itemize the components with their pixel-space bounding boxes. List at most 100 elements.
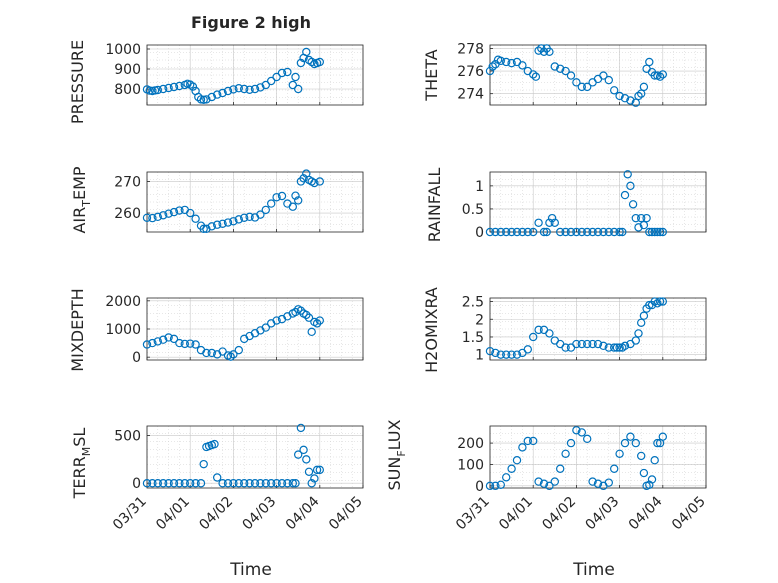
data-point bbox=[234, 215, 243, 224]
y-axis-label-rainfall: RAINFALL bbox=[425, 168, 444, 243]
data-point bbox=[583, 339, 592, 349]
data-point bbox=[507, 58, 516, 68]
data-point bbox=[653, 227, 662, 237]
data-point bbox=[599, 71, 608, 80]
data-point bbox=[653, 438, 662, 448]
data-point bbox=[142, 479, 152, 488]
data-point bbox=[272, 193, 281, 202]
data-point bbox=[302, 310, 311, 320]
x-axis-label-left: Time bbox=[229, 560, 272, 580]
axes-box bbox=[489, 171, 707, 233]
data-point bbox=[650, 71, 659, 80]
data-point bbox=[288, 80, 297, 90]
data-point bbox=[637, 451, 646, 461]
data-point bbox=[556, 64, 565, 73]
data-point bbox=[634, 91, 643, 101]
data-point bbox=[142, 213, 152, 222]
data-point bbox=[272, 316, 281, 325]
data-point bbox=[631, 336, 641, 345]
data-point bbox=[185, 339, 195, 348]
data-point bbox=[485, 227, 495, 237]
data-point bbox=[148, 338, 157, 348]
data-point bbox=[523, 227, 533, 237]
data-point bbox=[639, 468, 649, 478]
data-point bbox=[169, 82, 179, 92]
data-point bbox=[518, 61, 527, 70]
data-point bbox=[288, 202, 297, 211]
data-point bbox=[642, 213, 651, 223]
data-point bbox=[245, 212, 254, 222]
subplot-air-temp: AIRTEMP 260 270 bbox=[70, 166, 364, 234]
data-point bbox=[158, 479, 168, 488]
data-point bbox=[310, 178, 319, 188]
data-point bbox=[191, 214, 200, 223]
data-point bbox=[502, 350, 511, 359]
data-point bbox=[239, 84, 249, 94]
data-point bbox=[529, 227, 538, 237]
data-point bbox=[175, 81, 184, 91]
data-point bbox=[518, 227, 527, 237]
data-point bbox=[534, 477, 543, 486]
data-point bbox=[655, 227, 665, 237]
subplot-pressure: PRESSURE 800 900 1000 bbox=[68, 40, 364, 124]
data-point bbox=[180, 479, 189, 488]
data-point bbox=[169, 479, 179, 488]
data-point bbox=[229, 479, 238, 488]
data-point bbox=[658, 297, 668, 306]
data-point bbox=[593, 339, 603, 349]
y-tick-label: 0 bbox=[475, 479, 484, 495]
data-point bbox=[153, 479, 162, 488]
data-point bbox=[561, 343, 570, 352]
data-point bbox=[212, 220, 222, 229]
data-point bbox=[626, 432, 635, 441]
data-point bbox=[561, 66, 570, 76]
y-axis-label-terr-msl: TERRMSL bbox=[70, 428, 93, 500]
data-point bbox=[550, 477, 560, 486]
data-point bbox=[599, 227, 608, 237]
data-point bbox=[626, 96, 635, 105]
data-point bbox=[485, 66, 495, 76]
data-point bbox=[502, 57, 511, 67]
data-point bbox=[199, 459, 208, 469]
data-point bbox=[539, 479, 549, 488]
data-point bbox=[158, 211, 168, 220]
y-tick-label: 1000 bbox=[105, 42, 141, 58]
data-point bbox=[610, 86, 619, 95]
data-point bbox=[566, 438, 576, 448]
y-tick-label: 0 bbox=[132, 476, 141, 492]
data-point bbox=[588, 477, 597, 486]
data-point bbox=[175, 338, 184, 348]
data-point bbox=[620, 341, 630, 351]
data-point bbox=[158, 84, 168, 94]
data-point bbox=[158, 335, 168, 344]
data-point bbox=[639, 220, 649, 230]
data-point bbox=[610, 343, 619, 352]
data-point bbox=[529, 332, 538, 342]
subplot-h2omixra: H2OMIXRA 1 1.5 22.5 bbox=[422, 287, 707, 373]
data-point bbox=[239, 479, 249, 488]
data-point bbox=[199, 224, 208, 234]
data-point bbox=[566, 227, 576, 237]
data-point bbox=[655, 72, 665, 81]
data-point bbox=[631, 438, 641, 448]
data-point bbox=[164, 83, 173, 93]
data-point bbox=[169, 207, 179, 217]
data-point bbox=[261, 205, 270, 215]
data-point bbox=[588, 227, 597, 237]
data-point bbox=[223, 86, 233, 96]
data-point bbox=[491, 481, 500, 491]
data-point bbox=[188, 82, 198, 91]
data-point bbox=[545, 47, 554, 56]
data-point bbox=[277, 68, 287, 78]
data-point bbox=[658, 70, 668, 79]
data-point bbox=[583, 82, 592, 92]
data-point bbox=[645, 57, 654, 67]
data-point bbox=[315, 465, 324, 475]
data-point bbox=[631, 213, 641, 223]
data-point bbox=[218, 88, 227, 98]
axes-box bbox=[146, 171, 364, 233]
subplot-theta: THETA 274 276 278 bbox=[422, 41, 707, 107]
y-tick-label: 260 bbox=[114, 206, 141, 222]
data-point bbox=[256, 83, 265, 92]
